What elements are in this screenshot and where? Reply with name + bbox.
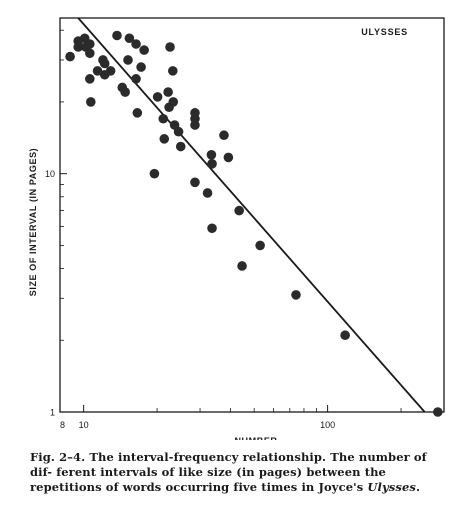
x-tick-label-1: 10: [79, 420, 89, 430]
data-point-0: [65, 51, 75, 62]
data-point-9: [92, 66, 103, 76]
data-point-24: [149, 168, 160, 179]
data-point-5: [85, 39, 95, 49]
figure-caption: Fig. 2–4. The interval-frequency relatio…: [30, 450, 448, 495]
y-tick-label-1: 10: [45, 169, 55, 179]
data-point-23: [139, 45, 149, 55]
x-axis-label: NUMBER: [234, 436, 277, 440]
data-point-19: [131, 39, 141, 49]
data-point-38: [190, 120, 200, 130]
data-point-26: [158, 113, 169, 124]
data-point-22: [136, 62, 146, 72]
data-point-11: [99, 58, 110, 69]
data-point-8: [86, 97, 96, 107]
data-point-50: [340, 330, 350, 341]
x-tick-label-0: 8: [60, 420, 65, 430]
data-point-45: [223, 152, 234, 163]
data-point-30: [165, 42, 175, 52]
y-axis-label: SIZE OF INTERVAL (IN PAGES): [28, 148, 38, 297]
data-point-14: [112, 30, 122, 41]
data-point-35: [175, 141, 186, 152]
data-point-27: [159, 134, 170, 144]
data-point-34: [173, 126, 184, 137]
y-tick-label-0: 1: [50, 408, 55, 418]
data-point-21: [132, 108, 143, 118]
data-point-41: [206, 150, 217, 160]
data-point-48: [255, 240, 265, 251]
data-point-49: [291, 290, 301, 300]
data-point-39: [190, 177, 200, 188]
data-point-6: [85, 48, 95, 59]
caption-end: .: [415, 480, 421, 494]
data-point-47: [237, 261, 247, 271]
plot-frame: [59, 17, 445, 413]
chart-title: ULYSSES: [361, 27, 408, 37]
caption-title: Ulysses: [367, 480, 416, 494]
data-point-25: [152, 92, 163, 102]
data-point-7: [85, 74, 95, 84]
data-point-18: [124, 33, 135, 44]
data-point-32: [168, 97, 179, 107]
x-tick-label-2: 100: [320, 420, 335, 430]
data-point-16: [120, 87, 130, 97]
data-point-46: [234, 205, 244, 216]
data-point-43: [207, 223, 217, 234]
caption-lead: Fig. 2–4. The interval-frequency relatio…: [30, 450, 427, 494]
data-point-42: [207, 159, 217, 169]
data-point-2: [73, 42, 84, 52]
data-point-31: [168, 66, 178, 76]
data-point-17: [123, 55, 133, 65]
data-point-28: [163, 87, 173, 97]
data-point-44: [219, 130, 229, 141]
data-point-13: [105, 66, 116, 76]
scatter-plot: 1 10 8 10 100 ULYSSES NUMBER SIZE OF INTERVAL (…: [28, 17, 445, 440]
data-point-51: [433, 407, 443, 417]
data-point-20: [131, 74, 141, 84]
data-point-40: [202, 188, 213, 198]
fit-line: [77, 17, 426, 413]
